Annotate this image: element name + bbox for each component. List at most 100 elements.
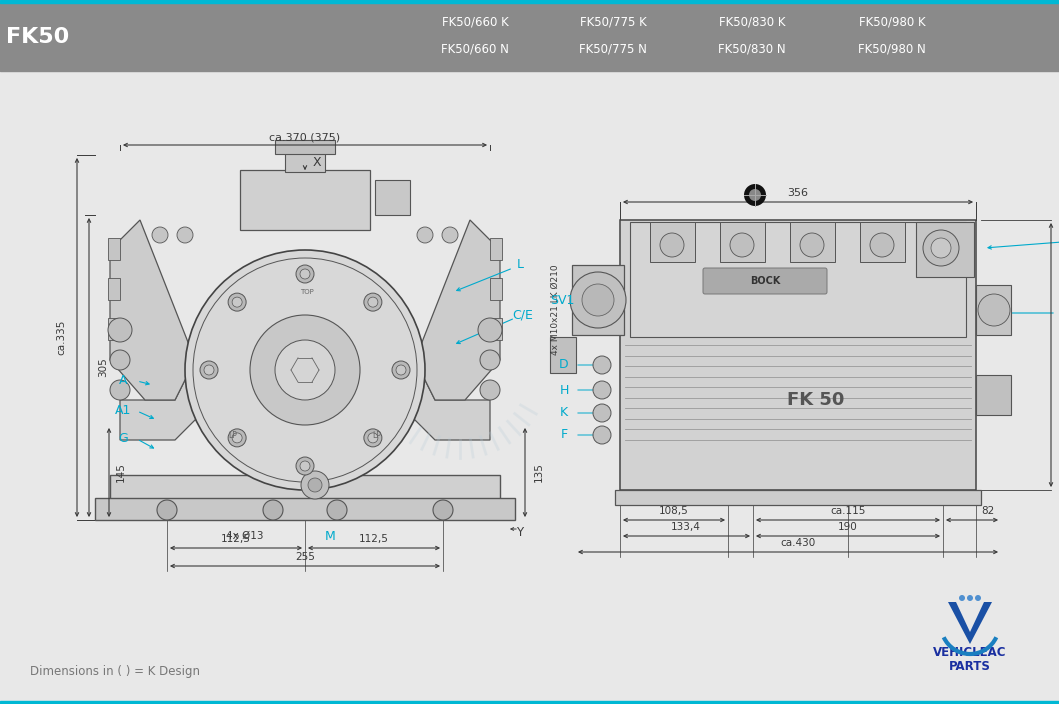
Bar	[0, 701, 1059, 704]
Text: K: K	[560, 406, 568, 420]
Text: ca.430: ca.430	[780, 538, 815, 548]
Circle shape	[110, 380, 130, 400]
Circle shape	[593, 404, 611, 422]
Circle shape	[327, 500, 347, 520]
Circle shape	[570, 272, 626, 328]
Circle shape	[730, 233, 754, 257]
Bar	[976, 375, 1011, 415]
Circle shape	[177, 227, 193, 243]
Text: 305: 305	[98, 358, 108, 377]
Bar	[615, 490, 981, 505]
Bar	[620, 220, 976, 490]
Circle shape	[297, 265, 315, 283]
Polygon shape	[415, 220, 500, 400]
Circle shape	[300, 269, 310, 279]
Circle shape	[300, 461, 310, 471]
Bar	[0, 0, 1059, 3]
Circle shape	[367, 297, 378, 307]
Bar	[650, 222, 695, 262]
Text: 82: 82	[982, 506, 994, 516]
Text: LP: LP	[229, 431, 237, 439]
Text: FK50/980 K: FK50/980 K	[859, 15, 926, 28]
Circle shape	[367, 433, 378, 443]
Bar	[0, 71, 1059, 704]
Bar	[285, 152, 325, 172]
Text: D: D	[559, 358, 569, 372]
Circle shape	[250, 315, 360, 425]
Circle shape	[931, 238, 951, 258]
Bar	[916, 222, 974, 277]
Circle shape	[975, 595, 981, 601]
Text: M: M	[325, 529, 336, 543]
Text: TOP: TOP	[300, 289, 313, 295]
Text: 135: 135	[534, 463, 544, 482]
Text: SV1: SV1	[550, 294, 574, 306]
Text: ca.115: ca.115	[830, 506, 865, 516]
Bar	[490, 278, 502, 300]
Bar	[720, 222, 765, 262]
Circle shape	[660, 233, 684, 257]
Circle shape	[593, 356, 611, 374]
Circle shape	[364, 429, 382, 447]
Text: FK50/980 N: FK50/980 N	[858, 42, 926, 56]
Bar	[275, 140, 335, 154]
Circle shape	[275, 340, 335, 400]
Bar	[976, 285, 1011, 335]
Text: FK50/775 K: FK50/775 K	[579, 15, 646, 28]
Bar	[572, 265, 624, 335]
Text: 112,5: 112,5	[359, 534, 389, 544]
Text: 133,4: 133,4	[671, 522, 701, 532]
Circle shape	[442, 227, 457, 243]
Bar	[790, 222, 834, 262]
FancyBboxPatch shape	[703, 268, 827, 294]
Text: FK50/830 K: FK50/830 K	[719, 15, 786, 28]
Circle shape	[749, 189, 761, 201]
Text: 255: 255	[295, 552, 315, 562]
Bar	[490, 318, 502, 340]
Text: PARTS: PARTS	[949, 660, 991, 672]
Circle shape	[396, 365, 406, 375]
Text: X: X	[312, 156, 321, 170]
Text: LP: LP	[373, 431, 381, 439]
Text: FK50/660 K: FK50/660 K	[442, 15, 508, 28]
Text: 356: 356	[788, 188, 808, 198]
Bar	[630, 222, 966, 337]
Text: G: G	[119, 432, 128, 444]
Circle shape	[364, 293, 382, 311]
Text: 108,5: 108,5	[659, 506, 688, 516]
Circle shape	[110, 350, 130, 370]
Circle shape	[232, 433, 243, 443]
Polygon shape	[120, 360, 490, 440]
Circle shape	[979, 294, 1010, 326]
Text: 145: 145	[116, 463, 126, 482]
Circle shape	[228, 429, 246, 447]
Circle shape	[967, 595, 973, 601]
Text: FK50/830 N: FK50/830 N	[718, 42, 786, 56]
Circle shape	[959, 595, 965, 601]
Circle shape	[870, 233, 894, 257]
Circle shape	[923, 230, 959, 266]
Text: 4x M10x21 LK Ø210: 4x M10x21 LK Ø210	[551, 265, 559, 356]
Circle shape	[157, 500, 177, 520]
Circle shape	[200, 361, 218, 379]
Bar	[95, 498, 515, 520]
Circle shape	[478, 318, 502, 342]
Bar	[375, 180, 410, 215]
Text: ca.335: ca.335	[56, 320, 66, 356]
Text: A1: A1	[114, 403, 131, 417]
Text: 112,5: 112,5	[221, 534, 251, 544]
Text: F: F	[560, 429, 568, 441]
Polygon shape	[110, 220, 195, 400]
Circle shape	[582, 284, 614, 316]
Circle shape	[152, 227, 168, 243]
Text: A: A	[119, 374, 127, 386]
Text: FK50: FK50	[6, 27, 70, 47]
Circle shape	[480, 380, 500, 400]
Circle shape	[308, 478, 322, 492]
Bar	[240, 170, 370, 230]
Circle shape	[392, 361, 410, 379]
Circle shape	[480, 350, 500, 370]
Bar	[490, 238, 502, 260]
Circle shape	[593, 426, 611, 444]
Text: C/E: C/E	[513, 308, 534, 322]
